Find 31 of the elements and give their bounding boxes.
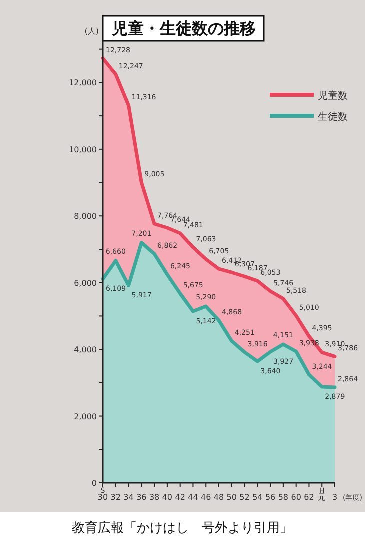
y-tick-label: 0 (92, 479, 97, 488)
x-tick-label: 52 (240, 493, 250, 502)
x-tick-label: 38 (149, 493, 160, 502)
y-tick-label: 8,000 (74, 212, 97, 222)
x-tick-label: 46 (201, 493, 212, 502)
legend-label: 児童数 (318, 90, 348, 102)
x-tick-label: 40 (162, 493, 173, 502)
x-tick-label: 34 (124, 493, 134, 502)
x-tick-label: 62 (304, 493, 314, 502)
x-tick-label: 58 (278, 493, 289, 502)
x-tick-label: 42 (175, 493, 186, 502)
y-tick-label: 10,000 (69, 145, 97, 154)
legend-label: 生徒数 (318, 111, 348, 123)
text: 教育広報「かけはし 号外より引用」 (72, 520, 293, 536)
y-axis-title: (人) (84, 27, 99, 36)
x-tick-label: 54 (252, 493, 263, 502)
y-tick-label: 4,000 (74, 346, 97, 355)
y-tick-label: 6,000 (74, 278, 97, 288)
x-tick-label: 48 (214, 493, 224, 502)
x-tick-label: 36 (136, 493, 147, 502)
x-tick-label: 3 (332, 493, 338, 502)
x-tick-label: 60 (291, 493, 302, 502)
x-tick-label: 56 (265, 493, 276, 502)
y-tick-label: 12,000 (69, 78, 97, 88)
x-tick-label: 30 (98, 493, 108, 502)
x-tick-label: 44 (188, 493, 198, 502)
x-tick-label: 32 (110, 493, 121, 502)
y-tick-label: 2,000 (74, 412, 97, 422)
x-tick-label: 元 (318, 493, 326, 502)
x-tick-label: 50 (226, 493, 237, 502)
chart-title: 児童・生徒数の推移 (111, 19, 256, 38)
